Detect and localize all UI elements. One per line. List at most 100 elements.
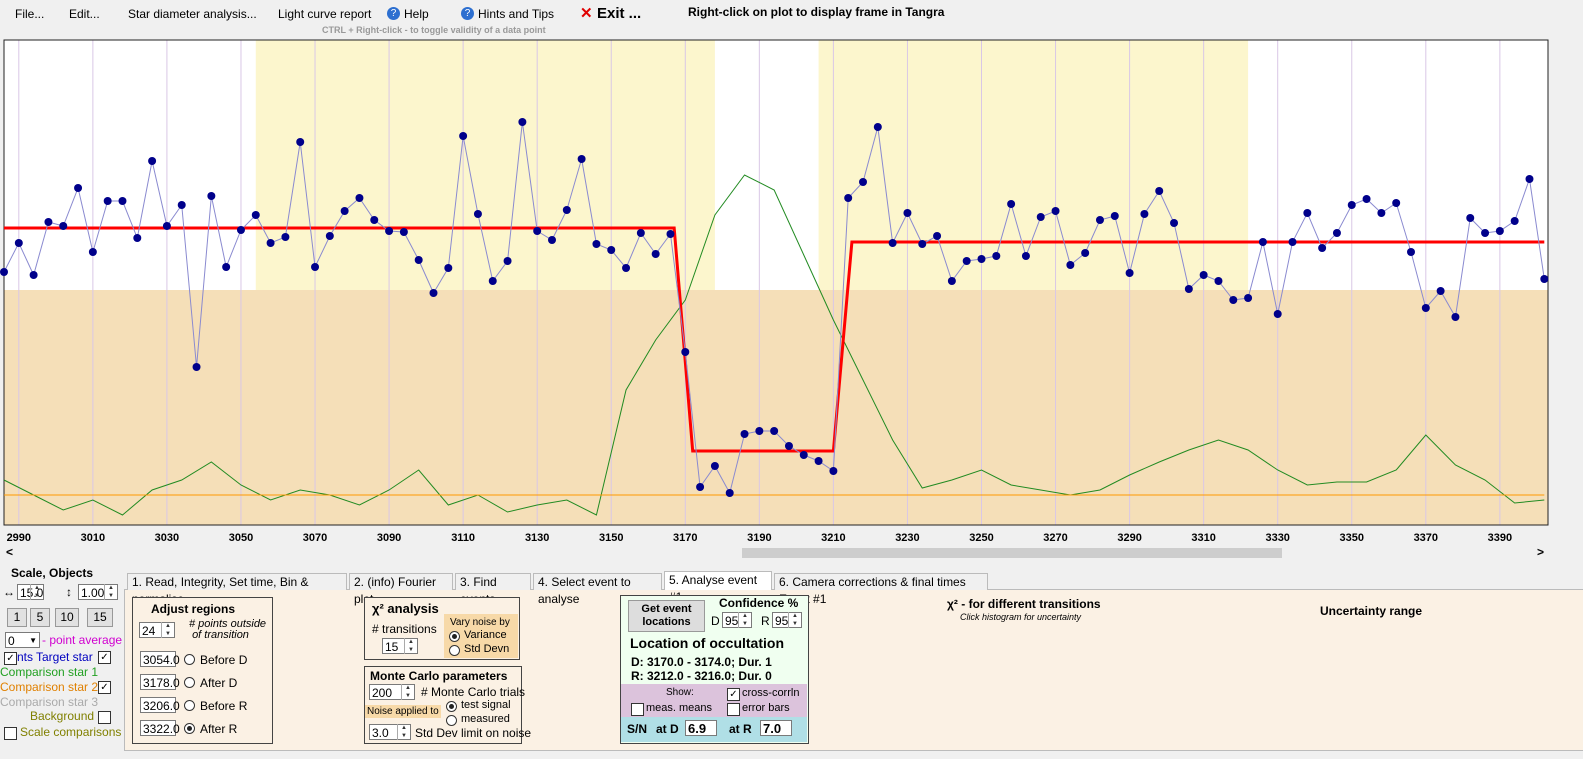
- x-tick-label: 3170: [673, 532, 697, 544]
- x-tick-label: 3350: [1340, 532, 1364, 544]
- check-label: error bars: [742, 702, 790, 714]
- option: test signal: [461, 699, 511, 711]
- target-point: [1051, 207, 1060, 215]
- comp2-check[interactable]: ✓: [98, 681, 111, 694]
- target-point: [770, 427, 779, 435]
- region-name: After R: [200, 722, 238, 736]
- target-point: [1081, 249, 1090, 257]
- target-point: [266, 239, 275, 247]
- spinner[interactable]: ▲ ▼: [788, 612, 801, 628]
- region-name: Before R: [200, 699, 248, 713]
- region-value[interactable]: 3054.0: [140, 651, 180, 667]
- h-arrow: ↔: [3, 585, 15, 599]
- conf-d-label: D: [711, 614, 720, 628]
- target-point: [1184, 285, 1193, 293]
- scale-button[interactable]: 15: [87, 608, 113, 627]
- average-select[interactable]: 0 ▼: [5, 632, 40, 648]
- points-spin[interactable]: 24 ▲ ▼: [139, 622, 175, 638]
- points-check[interactable]: ✓: [4, 652, 17, 665]
- scale-button[interactable]: 10: [55, 608, 79, 627]
- trials-spin[interactable]: 200 ▲ ▼: [369, 684, 415, 700]
- menu-star[interactable]: Star diameter analysis...: [128, 7, 257, 21]
- radio[interactable]: [184, 677, 195, 688]
- region-name: Before D: [200, 653, 248, 667]
- target-point: [592, 240, 601, 248]
- background-check[interactable]: [98, 711, 111, 724]
- radio[interactable]: [446, 701, 457, 712]
- h-scale[interactable]: 15.0 ▲ ▼: [17, 584, 44, 600]
- radio[interactable]: [184, 654, 195, 665]
- points-label: nts: [17, 650, 34, 664]
- menu-file[interactable]: File...: [15, 7, 45, 21]
- radio[interactable]: [446, 715, 457, 726]
- get-events-button[interactable]: Get event locations: [628, 600, 705, 632]
- target-point: [1392, 199, 1401, 207]
- menu-edit[interactable]: Edit...: [69, 7, 100, 21]
- target-point: [1510, 217, 1519, 225]
- region-value[interactable]: 3322.0: [140, 720, 180, 736]
- tangra-note: Right-click on plot to display frame in …: [688, 5, 945, 19]
- model-line: [4, 226, 1545, 453]
- spinner[interactable]: ▲ ▼: [104, 584, 117, 600]
- spinner[interactable]: ▲ ▼: [397, 724, 410, 740]
- region: [818, 40, 1249, 290]
- target-point: [1036, 213, 1045, 221]
- region-value[interactable]: 3206.0: [140, 697, 180, 713]
- v-scale[interactable]: 1.00 ▲ ▼: [78, 584, 118, 600]
- target-point: [311, 263, 320, 271]
- target-point: [1273, 310, 1282, 318]
- tab[interactable]: 6. Camera corrections & final times Even…: [774, 573, 988, 606]
- limit-spin[interactable]: 3.0 ▲ ▼: [369, 724, 411, 740]
- target-point: [88, 248, 97, 256]
- target-point: [162, 222, 171, 230]
- check[interactable]: [727, 703, 740, 716]
- menu-report[interactable]: Light curve report: [278, 7, 372, 21]
- check[interactable]: ✓: [727, 688, 740, 701]
- check[interactable]: [631, 703, 644, 716]
- tab[interactable]: 1. Read, Integrity, Set time, Bin & norm…: [127, 573, 347, 606]
- spinner[interactable]: ▲ ▼: [404, 638, 417, 654]
- spinner[interactable]: ▲ ▼: [401, 684, 414, 700]
- region-value[interactable]: 3178.0: [140, 674, 180, 690]
- hist-subtitle: Click histogram for uncertainty: [960, 612, 1082, 622]
- sn-r: 7.0: [760, 720, 792, 736]
- scale-check[interactable]: [4, 727, 17, 740]
- scale-button[interactable]: 5: [30, 608, 50, 627]
- target-point: [725, 489, 734, 497]
- spinner[interactable]: ▲ ▼: [738, 612, 751, 628]
- conf-r[interactable]: 95 ▲ ▼: [772, 612, 802, 628]
- conf-d[interactable]: 95 ▲ ▼: [722, 612, 752, 628]
- average-text: 0: [8, 634, 15, 648]
- target-point: [755, 427, 764, 435]
- tab[interactable]: 4. Select event to analyse: [533, 573, 662, 606]
- option: Variance: [464, 629, 507, 641]
- trials-text: 200: [372, 686, 393, 700]
- target-point: [1007, 200, 1016, 208]
- transitions-spin[interactable]: 15 ▲ ▼: [382, 638, 418, 654]
- exit-icon: ✕: [580, 5, 593, 22]
- spinner[interactable]: ▲ ▼: [30, 584, 43, 600]
- scroll-left[interactable]: <: [6, 545, 14, 559]
- menu-exit[interactable]: Exit ...: [597, 5, 642, 22]
- scale-button[interactable]: 1: [7, 608, 27, 627]
- limit-label: Std Dev limit on noise: [415, 726, 532, 740]
- target-check[interactable]: ✓: [98, 651, 111, 664]
- tab[interactable]: 2. (info) Fourier plot: [349, 573, 453, 606]
- radio[interactable]: [184, 723, 195, 734]
- menu-help[interactable]: Help: [404, 7, 429, 21]
- menu-hints[interactable]: Hints and Tips: [478, 7, 555, 21]
- target-point: [0, 268, 8, 276]
- radio[interactable]: [449, 631, 460, 642]
- scroll-right[interactable]: >: [1537, 545, 1545, 559]
- x-tick-label: 3070: [303, 532, 327, 544]
- check-label: meas. means: [646, 702, 713, 714]
- legend-comp3: Comparison star 3: [0, 695, 99, 709]
- radio[interactable]: [184, 700, 195, 711]
- spinner[interactable]: ▲ ▼: [161, 622, 174, 638]
- tab-active[interactable]: 5. Analyse event #1: [664, 571, 772, 604]
- target-point: [636, 229, 645, 237]
- tab[interactable]: 3. Find events: [455, 573, 531, 606]
- target-point: [992, 252, 1001, 260]
- radio[interactable]: [449, 645, 460, 656]
